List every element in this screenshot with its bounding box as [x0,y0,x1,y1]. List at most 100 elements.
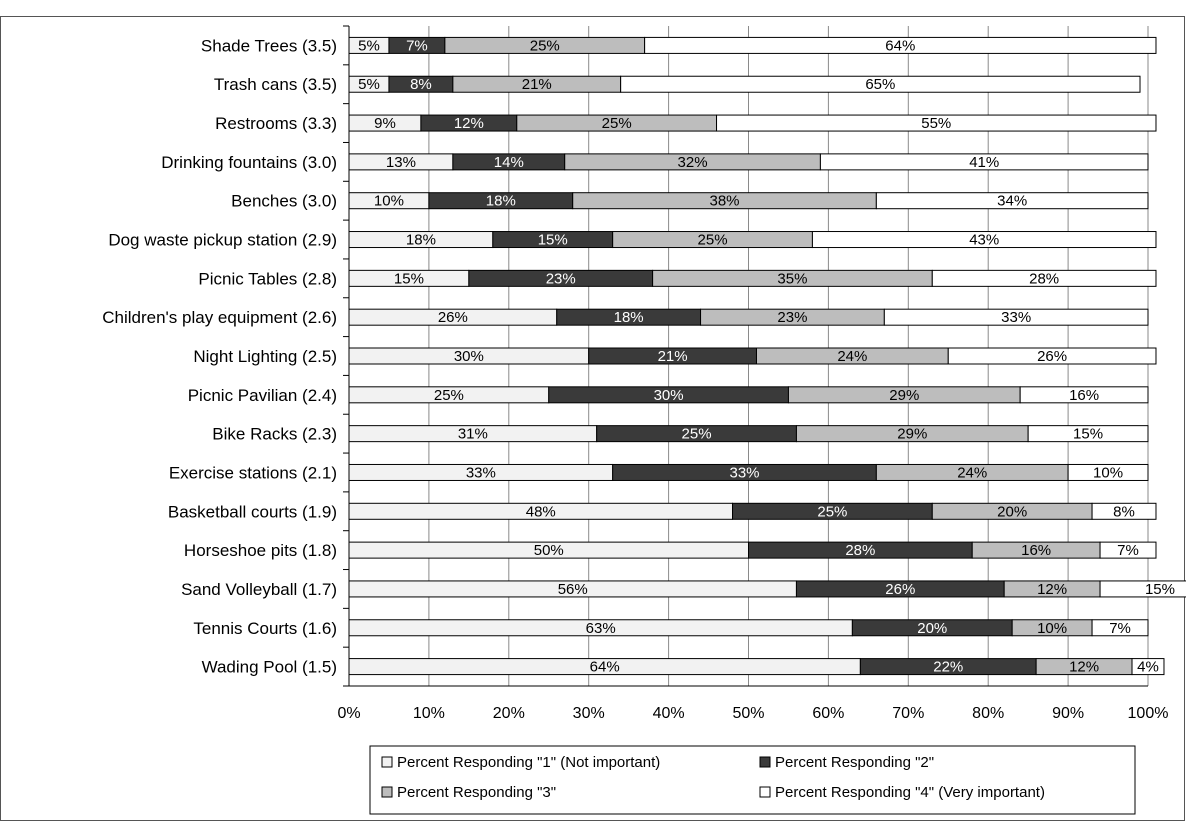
data-label: 33% [729,464,759,481]
category-labels: Shade Trees (3.5) Trash cans (3.5) Restroo… [102,36,337,676]
data-label: 48% [526,503,556,520]
category-label: Drinking fountains (3.0) [161,153,337,172]
bars-group: 5% 7% 25% 64% 5% 8% 21% 65% 9% 12% 25% 55% 13% 14% 32%… [348,36,1186,676]
x-tick-label: 50% [732,705,764,722]
data-label: 25% [682,426,712,443]
data-label: 32% [678,154,708,171]
data-label: 24% [957,464,987,481]
data-label: 21% [658,348,688,365]
data-label: 16% [1069,387,1099,404]
x-tick-label: 40% [653,705,685,722]
legend: Percent Responding "1" (Not important) Pe… [369,745,1136,815]
data-label: 15% [1145,581,1175,598]
legend-swatch [759,786,771,798]
data-label: 33% [466,464,496,481]
x-tick-label: 20% [493,705,525,722]
category-label: Bike Racks (2.3) [212,425,337,444]
data-label: 55% [921,115,951,132]
data-label: 8% [410,76,432,93]
data-label: 12% [454,115,484,132]
data-label: 38% [710,193,740,210]
data-label: 31% [458,426,488,443]
x-tick-label: 30% [573,705,605,722]
category-label: Dog waste pickup station (2.9) [108,231,337,250]
data-label: 33% [1001,309,1031,326]
category-label: Picnic Tables (2.8) [198,269,337,288]
data-label: 25% [817,503,847,520]
data-label: 25% [530,37,560,54]
category-label: Picnic Pavilian (2.4) [188,386,337,405]
data-label: 28% [1029,270,1059,287]
category-label: Tennis Courts (1.6) [193,619,337,638]
data-label: 16% [1021,542,1051,559]
data-label: 8% [1113,503,1135,520]
data-label: 7% [1109,620,1131,637]
bar-segment [875,192,1149,210]
legend-swatch [759,756,771,768]
data-label: 7% [406,37,428,54]
legend-swatch [381,786,393,798]
data-label: 22% [933,659,963,676]
x-tick-label: 90% [1052,705,1084,722]
data-label: 64% [885,37,915,54]
data-label: 5% [358,76,380,93]
category-label: Wading Pool (1.5) [202,658,337,677]
bar-segment [1067,463,1149,481]
data-label: 18% [406,232,436,249]
legend-label: Percent Responding "1" (Not important) [397,754,660,771]
data-label: 26% [438,309,468,326]
x-tick-label: 10% [413,705,445,722]
data-label: 56% [558,581,588,598]
category-label: Horseshoe pits (1.8) [184,541,337,560]
data-label: 23% [777,309,807,326]
bar-segment [1019,386,1149,404]
data-label: 63% [586,620,616,637]
data-label: 10% [1093,464,1123,481]
bar-segment [931,269,1157,287]
data-label: 25% [602,115,632,132]
bar-segment [1091,502,1157,520]
data-label: 21% [522,76,552,93]
bar-segment [1099,541,1157,559]
data-label: 23% [546,270,576,287]
data-label: 12% [1037,581,1067,598]
data-label: 4% [1137,659,1159,676]
data-label: 34% [997,193,1027,210]
bar-segment [819,153,1149,171]
bar-segment [716,114,1157,132]
data-label: 30% [454,348,484,365]
data-label: 5% [358,37,380,54]
x-tick-label: 0% [337,705,360,722]
x-tick-label: 100% [1128,705,1169,722]
data-label: 10% [374,193,404,210]
category-label: Restrooms (3.3) [215,114,337,133]
data-label: 14% [494,154,524,171]
data-label: 30% [654,387,684,404]
data-label: 28% [845,542,875,559]
data-label: 15% [538,232,568,249]
category-label: Shade Trees (3.5) [201,36,337,55]
category-label: Exercise stations (2.1) [169,463,337,482]
data-label: 9% [374,115,396,132]
data-label: 15% [394,270,424,287]
data-label: 25% [434,387,464,404]
legend-swatch [381,756,393,768]
legend-label: Percent Responding "4" (Very important) [775,784,1045,801]
data-label: 20% [997,503,1027,520]
bar-segment [1027,425,1149,443]
data-label: 25% [698,232,728,249]
category-label: Night Lighting (2.5) [193,347,337,366]
category-label: Children's play equipment (2.6) [102,308,337,327]
data-label: 64% [590,659,620,676]
bar-segment [947,347,1157,365]
data-label: 35% [777,270,807,287]
data-label: 13% [386,154,416,171]
data-label: 29% [897,426,927,443]
data-label: 18% [614,309,644,326]
data-label: 65% [865,76,895,93]
data-label: 24% [837,348,867,365]
data-label: 41% [969,154,999,171]
category-label: Sand Volleyball (1.7) [181,580,337,599]
